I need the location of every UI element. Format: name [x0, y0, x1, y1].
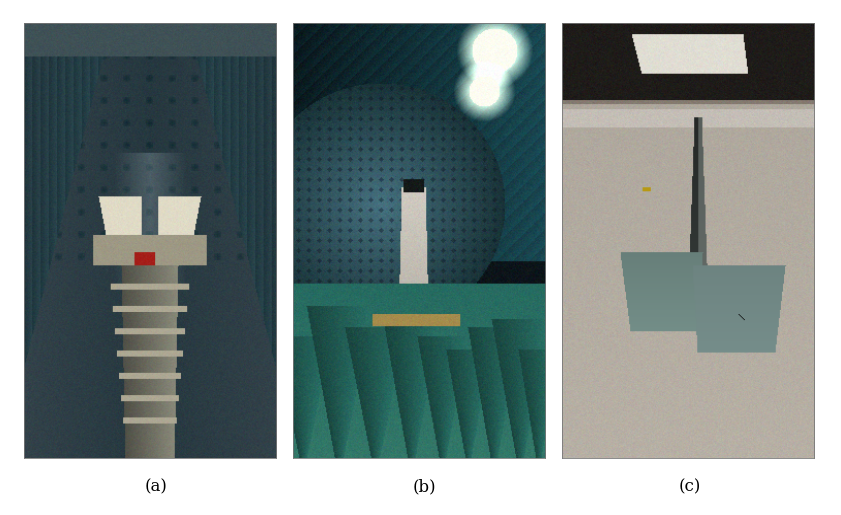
Text: (b): (b): [413, 478, 436, 495]
Text: (c): (c): [679, 478, 701, 495]
Text: (a): (a): [144, 478, 167, 495]
